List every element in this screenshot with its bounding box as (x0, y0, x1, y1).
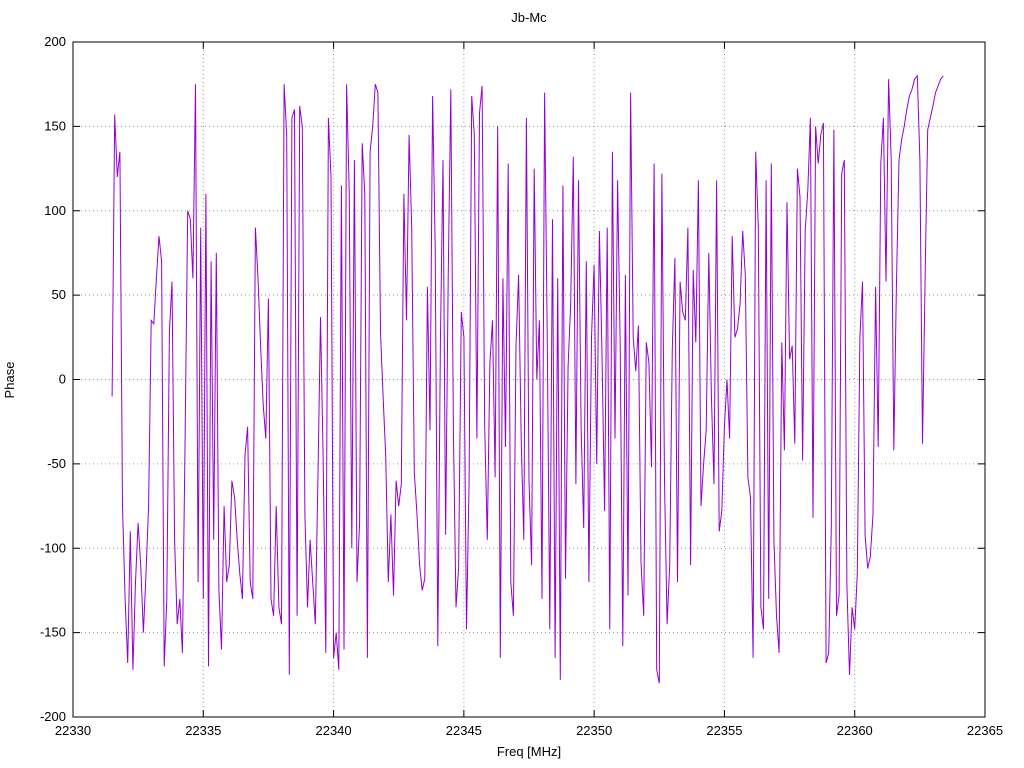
x-tick-label: 22340 (315, 723, 351, 738)
x-axis-title: Freq [MHz] (497, 744, 561, 759)
y-tick-label: 200 (44, 34, 66, 49)
chart-title: Jb-Mc (511, 10, 547, 25)
y-tick-label: -50 (47, 456, 66, 471)
x-tick-label: 22355 (706, 723, 742, 738)
x-tick-label: 22350 (576, 723, 612, 738)
y-tick-label: 50 (52, 287, 66, 302)
axis-tick-labels: 22330 22335 22340 22345 22350 22355 22360 22365… (40, 34, 1003, 738)
x-tick-label: 22365 (967, 723, 1003, 738)
y-tick-label: -200 (40, 709, 66, 724)
x-tick-label: 22335 (185, 723, 221, 738)
y-tick-label: 0 (59, 372, 66, 387)
y-tick-label: 100 (44, 203, 66, 218)
phase-series-line (111, 74, 944, 684)
x-tick-label: 22345 (446, 723, 482, 738)
phase-series (111, 74, 944, 684)
y-tick-label: -100 (40, 540, 66, 555)
plot-border (72, 41, 986, 718)
y-tick-label: -150 (40, 625, 66, 640)
y-axis-title: Phase (2, 362, 17, 399)
x-tick-label: 22330 (55, 723, 91, 738)
y-tick-label: 150 (44, 118, 66, 133)
x-tick-label: 22360 (837, 723, 873, 738)
